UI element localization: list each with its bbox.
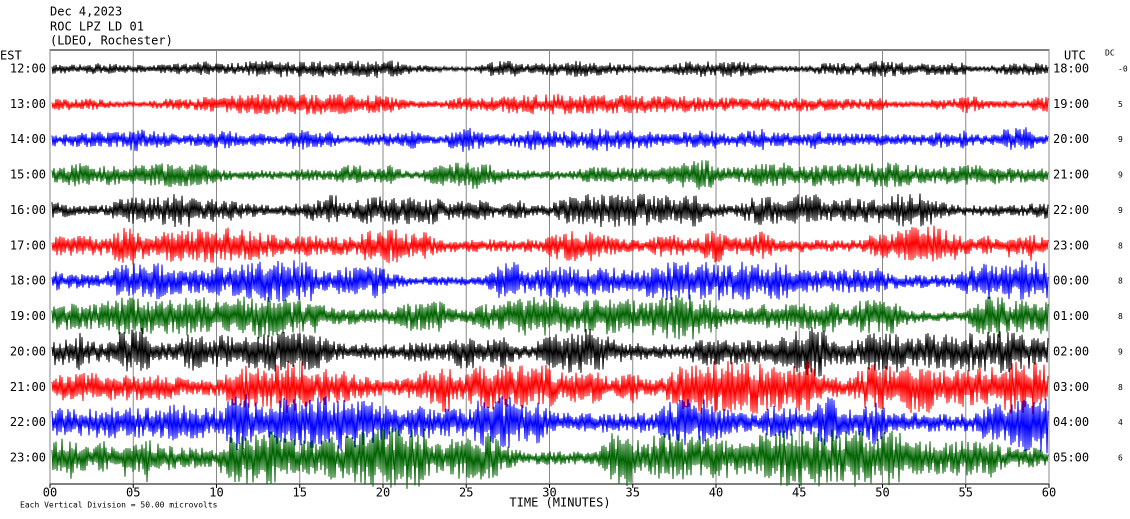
x-tick-label: 15	[293, 486, 307, 500]
dc-label: DC	[1105, 49, 1115, 58]
row-left-label: 17:00	[10, 238, 46, 252]
row-dc: 4	[1118, 418, 1123, 427]
row-dc: 8	[1118, 277, 1123, 286]
row-left-label: 21:00	[10, 380, 46, 394]
row-dc: 9	[1118, 206, 1123, 215]
x-tick-label: 20	[376, 486, 390, 500]
title-line: Dec 4,2023	[50, 5, 122, 19]
trace	[51, 360, 1049, 415]
row-dc: 6	[1118, 454, 1123, 463]
row-left-label: 23:00	[10, 451, 46, 465]
row-right-label: 19:00	[1053, 97, 1089, 111]
trace	[51, 427, 1049, 489]
row-dc: 5	[1118, 100, 1123, 109]
row-dc: 8	[1118, 241, 1123, 250]
row-right-label: 22:00	[1053, 203, 1089, 217]
x-tick-label: 50	[875, 486, 889, 500]
title-line: (LDEO, Rochester)	[50, 34, 173, 48]
row-right-label: 18:00	[1053, 62, 1089, 76]
trace	[51, 60, 1049, 79]
x-tick-label: 60	[1042, 486, 1056, 500]
row-left-label: 20:00	[10, 344, 46, 358]
row-left-label: 13:00	[10, 97, 46, 111]
row-dc: 9	[1118, 171, 1123, 180]
row-left-label: 16:00	[10, 203, 46, 217]
x-tick-label: 10	[209, 486, 223, 500]
trace	[51, 193, 1049, 228]
footnote: Each Vertical Division = 50.00 microvolt…	[20, 501, 218, 510]
trace	[51, 393, 1049, 454]
row-left-label: 19:00	[10, 309, 46, 323]
trace	[51, 127, 1049, 152]
trace	[51, 93, 1049, 115]
row-right-label: 01:00	[1053, 309, 1089, 323]
row-dc: 9	[1118, 135, 1123, 144]
trace	[51, 260, 1049, 302]
right-axis-label: UTC	[1064, 49, 1086, 63]
x-tick-label: 55	[959, 486, 973, 500]
trace	[51, 327, 1049, 377]
x-axis-label: TIME (MINUTES)	[509, 496, 610, 510]
row-right-label: 23:00	[1053, 238, 1089, 252]
row-right-label: 03:00	[1053, 380, 1089, 394]
x-tick-label: 35	[626, 486, 640, 500]
x-tick-label: 30	[542, 486, 556, 500]
row-dc: -0	[1118, 65, 1128, 74]
row-dc: 8	[1118, 312, 1123, 321]
row-right-label: 21:00	[1053, 168, 1089, 182]
trace	[51, 225, 1049, 265]
row-dc: 9	[1118, 347, 1123, 356]
trace	[51, 160, 1049, 190]
x-tick-label: 00	[43, 486, 57, 500]
row-right-label: 20:00	[1053, 132, 1089, 146]
row-right-label: 02:00	[1053, 344, 1089, 358]
row-left-label: 12:00	[10, 62, 46, 76]
row-right-label: 04:00	[1053, 415, 1089, 429]
row-right-label: 00:00	[1053, 274, 1089, 288]
row-left-label: 14:00	[10, 132, 46, 146]
row-dc: 8	[1118, 383, 1123, 392]
row-left-label: 22:00	[10, 415, 46, 429]
left-axis-label: EST	[0, 49, 22, 63]
title-line: ROC LPZ LD 01	[50, 20, 144, 34]
row-right-label: 05:00	[1053, 451, 1089, 465]
row-left-label: 15:00	[10, 168, 46, 182]
x-tick-label: 25	[459, 486, 473, 500]
x-tick-label: 45	[792, 486, 806, 500]
trace	[51, 294, 1049, 340]
x-tick-label: 40	[709, 486, 723, 500]
x-tick-label: 05	[126, 486, 140, 500]
row-left-label: 18:00	[10, 274, 46, 288]
